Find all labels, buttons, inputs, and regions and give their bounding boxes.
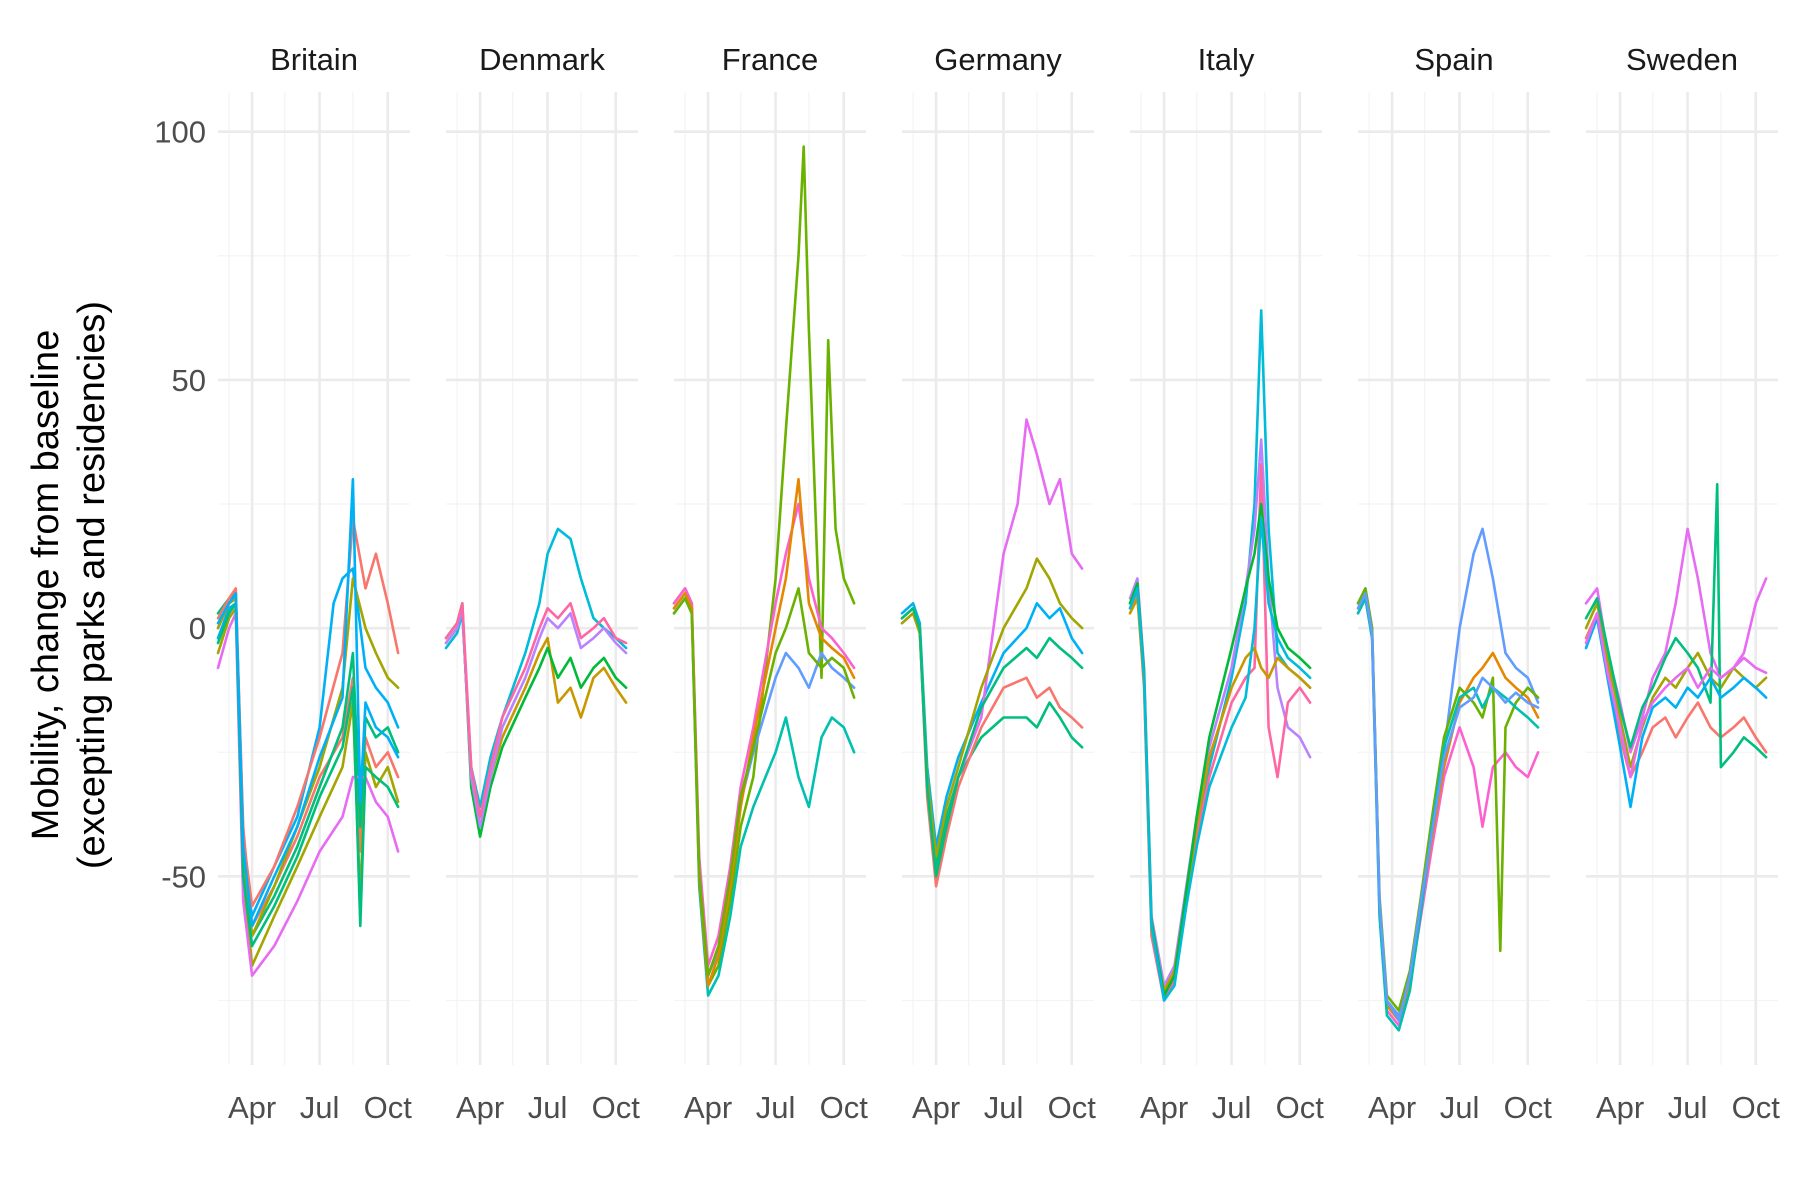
series-line (1584, 482, 1768, 769)
y-tick-label: 100 (154, 115, 206, 150)
series-line (1584, 602, 1768, 769)
facet-panel-italy: Italy Apr Jul Oct (1128, 42, 1325, 1125)
series-line (672, 477, 856, 987)
facet-panels: Britain Apr Jul Oct Denmark Apr Jul Oct France Ap… (216, 42, 1781, 1125)
series-line (216, 477, 400, 928)
x-tick-label: Apr (912, 1090, 960, 1125)
facet-label: Italy (1198, 42, 1255, 77)
x-tick-label: Oct (1276, 1090, 1325, 1125)
x-tick-label: Jul (984, 1090, 1024, 1125)
x-tick-label: Jul (756, 1090, 796, 1125)
x-tick-label: Oct (1504, 1090, 1553, 1125)
series-line (1356, 587, 1540, 1012)
series-line (672, 597, 856, 997)
x-tick-label: Jul (1668, 1090, 1708, 1125)
series-line (672, 145, 856, 987)
facet-panel-spain: Spain Apr Jul Oct (1356, 42, 1553, 1125)
y-axis: -50 0 50 100 (154, 115, 206, 895)
series-line (1584, 612, 1768, 779)
series-line (1356, 527, 1540, 1017)
x-tick-label: Oct (364, 1090, 413, 1125)
x-tick-label: Apr (1140, 1090, 1188, 1125)
facet-panel-france: France Apr Jul Oct (672, 42, 869, 1125)
x-tick-label: Apr (456, 1090, 504, 1125)
x-tick-label: Apr (228, 1090, 276, 1125)
x-tick-label: Jul (1440, 1090, 1480, 1125)
y-tick-label: -50 (161, 859, 206, 894)
facet-label: Denmark (479, 42, 605, 77)
facet-label: Britain (270, 42, 358, 77)
facet-label: Sweden (1626, 42, 1738, 77)
series-line (1128, 517, 1312, 1002)
series-line (444, 602, 628, 819)
series-line (444, 527, 628, 809)
x-tick-label: Oct (1732, 1090, 1781, 1125)
x-tick-label: Jul (1212, 1090, 1252, 1125)
y-tick-label: 50 (172, 363, 206, 398)
series-line (1128, 309, 1312, 997)
x-tick-label: Jul (300, 1090, 340, 1125)
y-axis-title-line-2: (excepting parks and residencies) (71, 301, 113, 869)
series-line (1356, 592, 1540, 1022)
x-tick-label: Apr (1596, 1090, 1644, 1125)
x-tick-label: Oct (592, 1090, 641, 1125)
y-axis-title-line-1: Mobility, change from baseline (25, 330, 67, 840)
series-line (216, 517, 400, 908)
series-line (1128, 502, 1312, 997)
facet-panel-denmark: Denmark Apr Jul Oct (444, 42, 641, 1125)
series-line (672, 587, 856, 977)
x-tick-label: Apr (1368, 1090, 1416, 1125)
x-tick-label: Oct (820, 1090, 869, 1125)
facet-panel-britain: Britain Apr Jul Oct (216, 42, 413, 1125)
facet-label: France (722, 42, 818, 77)
x-tick-label: Jul (528, 1090, 568, 1125)
facet-panel-germany: Germany Apr Jul Oct (900, 42, 1097, 1125)
series-line (1128, 463, 1312, 1002)
series-line (900, 607, 1084, 888)
facet-label: Germany (934, 42, 1062, 77)
facet-panel-sweden: Sweden Apr Jul Oct (1584, 42, 1781, 1125)
series-line (1128, 597, 1312, 992)
y-tick-label: 0 (189, 611, 206, 646)
series-line (1584, 616, 1768, 809)
x-tick-label: Oct (1048, 1090, 1097, 1125)
series-line (900, 607, 1084, 878)
x-tick-label: Apr (684, 1090, 732, 1125)
facet-label: Spain (1414, 42, 1493, 77)
series-line (1128, 438, 1312, 987)
